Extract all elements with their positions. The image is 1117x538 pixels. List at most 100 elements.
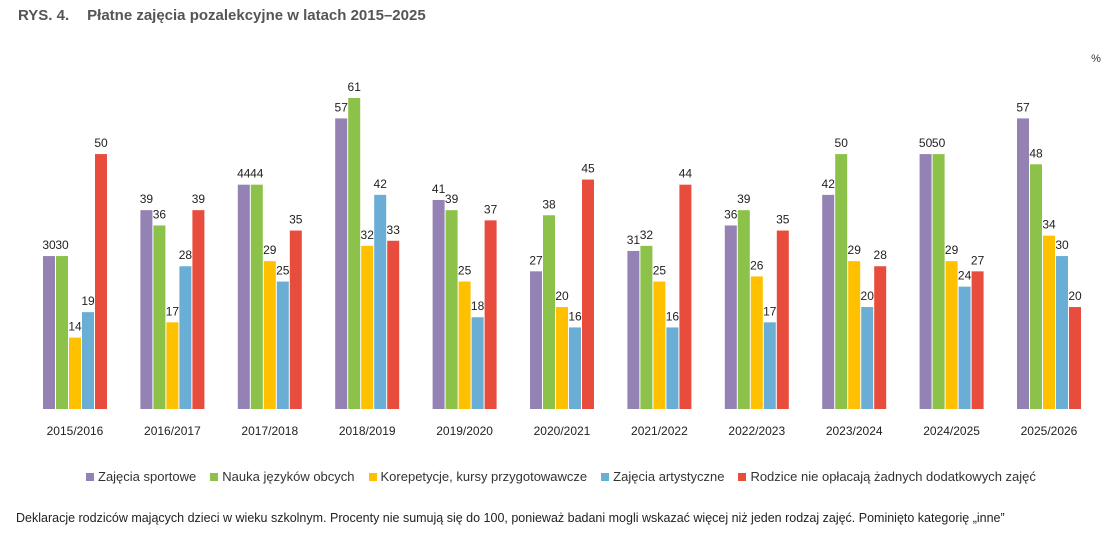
legend-item: Nauka języków obcych <box>210 469 355 484</box>
bar-2024/2025-series-1 <box>919 154 932 409</box>
bar-2017/2018-series-5 <box>289 230 302 409</box>
x-tick-label: 2025/2026 <box>1021 424 1078 438</box>
legend-item: Zajęcia sportowe <box>86 469 196 484</box>
data-label: 14 <box>68 320 82 334</box>
bar-2019/2020-series-2 <box>445 210 458 409</box>
bar-2021/2022-series-1 <box>627 250 640 409</box>
data-label: 45 <box>581 162 595 176</box>
data-label: 50 <box>94 136 108 150</box>
bar-2020/2021-series-4 <box>569 327 581 409</box>
bar-2024/2025-series-2 <box>932 154 945 409</box>
data-label: 33 <box>387 223 401 237</box>
data-label: 16 <box>568 309 582 323</box>
bar-2016/2017-series-3 <box>166 322 179 409</box>
legend-swatch <box>601 472 610 481</box>
data-label: 27 <box>529 253 543 267</box>
bar-2022/2023-series-3 <box>750 276 763 409</box>
data-label: 57 <box>1016 100 1030 114</box>
x-tick-label: 2015/2016 <box>47 424 104 438</box>
data-label: 37 <box>484 202 498 216</box>
legend-swatch <box>738 472 747 481</box>
data-label: 35 <box>776 213 790 227</box>
data-label: 20 <box>1068 289 1082 303</box>
bar-2015/2016-series-3 <box>69 337 81 409</box>
legend: Zajęcia sportowe Nauka języków obcych Kore… <box>86 469 1036 484</box>
bar-2020/2021-series-3 <box>556 307 568 409</box>
data-label: 25 <box>653 264 667 278</box>
legend-item: Rodzice nie opłacają żadnych dodatkowych… <box>738 469 1036 484</box>
data-label: 39 <box>445 192 459 206</box>
legend-swatch <box>368 472 377 481</box>
legend-label: Zajęcia sportowe <box>98 469 197 484</box>
legend-label: Korepetycje, kursy przygotowawcze <box>380 469 588 484</box>
chart-title: RYS. 4. Płatne zajęcia pozalekcyjne w lat… <box>18 7 426 24</box>
data-label: 50 <box>932 136 946 150</box>
bar-2023/2024-series-4 <box>861 307 874 409</box>
bar-2018/2019-series-4 <box>374 194 387 409</box>
bar-2024/2025-series-3 <box>945 261 958 409</box>
bar-2017/2018-series-4 <box>276 281 289 409</box>
data-label: 36 <box>724 207 738 221</box>
legend-swatch <box>210 472 219 481</box>
bar-2018/2019-series-1 <box>335 118 348 410</box>
x-tick-label: 2023/2024 <box>826 424 883 438</box>
data-label: 39 <box>192 192 206 206</box>
data-label: 48 <box>1029 146 1043 160</box>
bar-2015/2016-series-1 <box>43 256 55 409</box>
data-label: 44 <box>679 167 693 181</box>
bar-2021/2022-series-4 <box>666 327 679 409</box>
bar-2021/2022-series-3 <box>653 281 666 409</box>
bar-2025/2026-series-5 <box>1069 307 1081 409</box>
data-label: 24 <box>958 269 972 283</box>
data-label: 29 <box>848 243 862 257</box>
legend-swatch <box>86 472 94 481</box>
bar-2023/2024-series-5 <box>874 266 887 409</box>
data-label: 32 <box>640 228 654 242</box>
data-label: 17 <box>763 304 777 318</box>
bar-2022/2023-series-5 <box>776 230 789 409</box>
bar-2021/2022-series-2 <box>640 245 653 409</box>
data-label: 30 <box>1055 238 1069 252</box>
data-label: 35 <box>289 213 303 227</box>
legend-label: Zajęcia artystyczne <box>613 469 725 484</box>
bar-2017/2018-series-2 <box>250 184 263 409</box>
bar-2018/2019-series-2 <box>348 98 361 409</box>
bar-2016/2017-series-5 <box>192 210 205 409</box>
data-label: 18 <box>471 299 485 313</box>
data-label: 26 <box>750 258 764 272</box>
unit-label: % <box>1091 53 1101 65</box>
bar-2019/2020-series-5 <box>484 220 497 409</box>
bar-2022/2023-series-1 <box>724 225 737 409</box>
bar-2016/2017-series-2 <box>153 225 166 409</box>
bar-2024/2025-series-5 <box>971 271 984 409</box>
data-label: 29 <box>945 243 959 257</box>
bar-2024/2025-series-4 <box>958 286 971 409</box>
data-label: 31 <box>627 233 641 247</box>
figure-label: RYS. 4. <box>18 7 70 24</box>
x-tick-label: 2019/2020 <box>436 424 493 438</box>
data-label: 20 <box>555 289 569 303</box>
bar-2025/2026-series-1 <box>1017 118 1029 410</box>
bar-2019/2020-series-3 <box>458 281 471 409</box>
bar-2015/2016-series-4 <box>82 312 94 409</box>
data-label: 36 <box>153 207 167 221</box>
data-label: 29 <box>263 243 277 257</box>
data-label: 25 <box>458 264 472 278</box>
data-label: 41 <box>432 182 446 196</box>
bar-2022/2023-series-4 <box>763 322 776 409</box>
bar-2016/2017-series-4 <box>179 266 192 409</box>
legend-item: Korepetycje, kursy przygotowawcze <box>368 469 588 484</box>
bar-2020/2021-series-1 <box>530 271 542 409</box>
bar-2023/2024-series-3 <box>848 261 861 409</box>
x-tick-label: 2024/2025 <box>923 424 980 438</box>
bar-2016/2017-series-1 <box>140 210 153 409</box>
data-label: 20 <box>861 289 875 303</box>
x-tick-label: 2022/2023 <box>728 424 785 438</box>
footnote: Deklaracje rodziców mających dzieci w wi… <box>16 511 1005 525</box>
x-tick-label: 2021/2022 <box>631 424 688 438</box>
data-label: 50 <box>919 136 933 150</box>
data-label: 38 <box>542 197 556 211</box>
data-label: 61 <box>348 80 362 94</box>
bar-2017/2018-series-3 <box>263 261 276 409</box>
